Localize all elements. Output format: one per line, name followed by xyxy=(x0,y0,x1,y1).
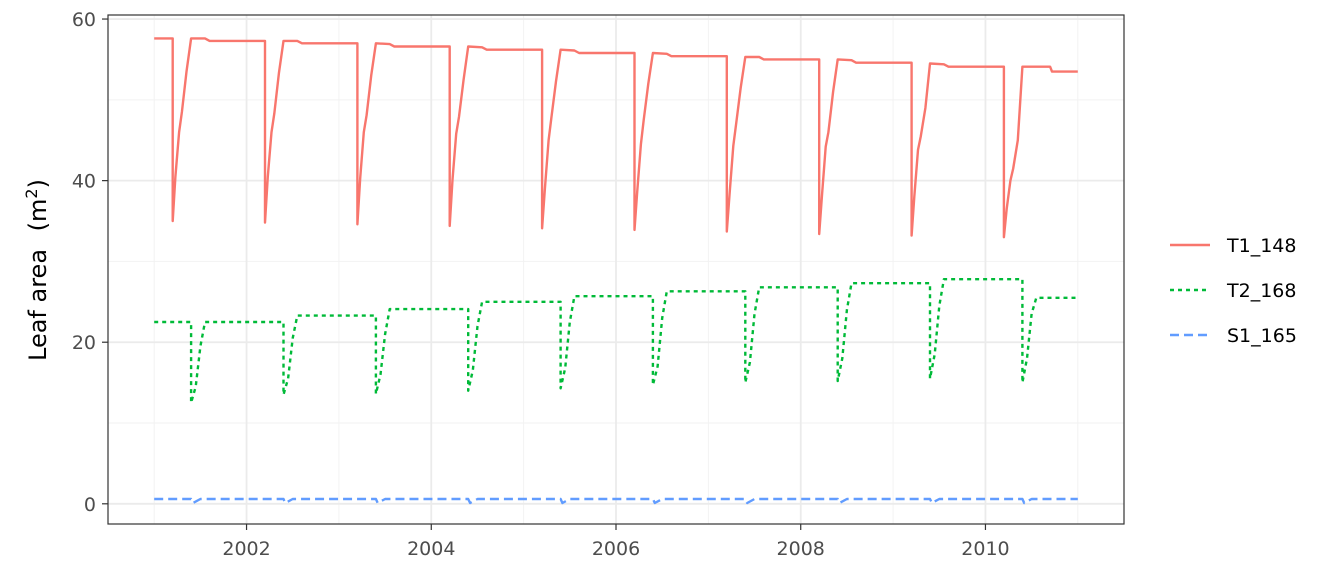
minor-gridlines xyxy=(108,15,1124,524)
legend: T1_148 T2_168 S1_165 xyxy=(1170,235,1297,347)
y-tick-label: 0 xyxy=(84,494,96,516)
y-tick-label: 20 xyxy=(72,332,96,354)
y-axis-label: Leaf area xyxy=(24,249,52,361)
series-line-T2_168 xyxy=(154,278,1078,404)
x-tick-label: 2006 xyxy=(592,538,640,560)
y-axis-unit: (m2) xyxy=(22,179,52,231)
major-gridlines xyxy=(108,15,1124,524)
series-lines xyxy=(154,37,1078,505)
x-tick-label: 2010 xyxy=(961,538,1009,560)
x-axis-ticks: 2002 2004 2006 2008 2010 xyxy=(222,524,1010,560)
y-axis-title: Leaf area (m2) xyxy=(22,179,52,361)
series-line-T1_148 xyxy=(154,37,1078,239)
y-tick-label: 40 xyxy=(72,171,96,193)
y-axis-ticks: 0 20 40 60 xyxy=(72,9,108,516)
x-tick-label: 2002 xyxy=(222,538,270,560)
x-tick-label: 2004 xyxy=(407,538,455,560)
x-tick-label: 2008 xyxy=(777,538,825,560)
legend-label: T2_168 xyxy=(1226,280,1296,302)
legend-label: S1_165 xyxy=(1227,325,1297,347)
y-tick-label: 60 xyxy=(72,9,96,31)
legend-label: T1_148 xyxy=(1226,235,1296,257)
